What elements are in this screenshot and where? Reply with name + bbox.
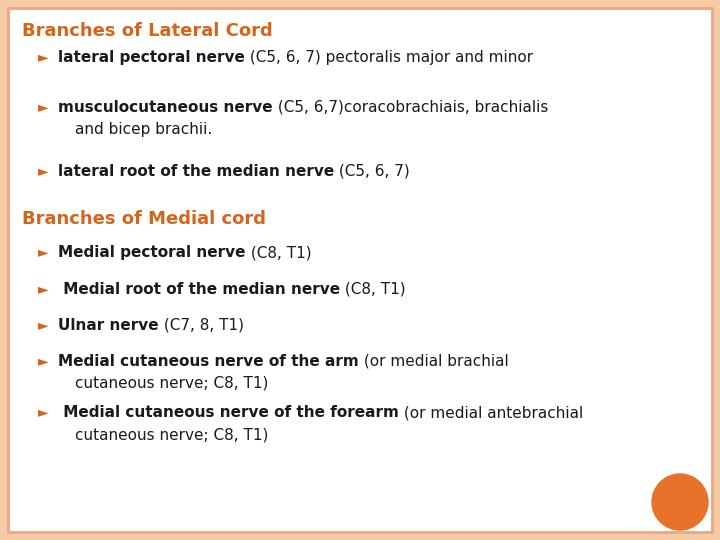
Text: and bicep brachii.: and bicep brachii.: [75, 122, 212, 137]
Text: lateral root of the median nerve: lateral root of the median nerve: [58, 164, 334, 179]
Text: ►: ►: [38, 318, 49, 332]
Text: cutaneous nerve; C8, T1): cutaneous nerve; C8, T1): [75, 427, 269, 442]
Text: (or medial brachial: (or medial brachial: [359, 354, 508, 369]
Text: Branches of Medial cord: Branches of Medial cord: [22, 210, 266, 228]
Text: Medial pectoral nerve: Medial pectoral nerve: [58, 245, 246, 260]
Text: Medial cutaneous nerve of the arm: Medial cutaneous nerve of the arm: [58, 354, 359, 369]
Text: (C7, 8, T1): (C7, 8, T1): [158, 318, 243, 333]
Text: (or medial antebrachial: (or medial antebrachial: [399, 405, 583, 420]
Text: (C8, T1): (C8, T1): [246, 245, 311, 260]
Text: ►: ►: [38, 50, 49, 64]
Text: Ulnar nerve: Ulnar nerve: [58, 318, 158, 333]
Text: (C5, 6,7)coracobrachiais, brachialis: (C5, 6,7)coracobrachiais, brachialis: [273, 100, 548, 115]
Text: Branches of Lateral Cord: Branches of Lateral Cord: [22, 22, 273, 40]
Circle shape: [652, 474, 708, 530]
Text: lateral pectoral nerve: lateral pectoral nerve: [58, 50, 245, 65]
Text: cutaneous nerve; C8, T1): cutaneous nerve; C8, T1): [75, 376, 269, 391]
Text: ►: ►: [38, 164, 49, 178]
Text: Medial root of the median nerve: Medial root of the median nerve: [58, 282, 340, 297]
Text: (C5, 6, 7) pectoralis major and minor: (C5, 6, 7) pectoralis major and minor: [245, 50, 533, 65]
Text: ►: ►: [38, 405, 49, 419]
Text: (C8, T1): (C8, T1): [340, 282, 406, 297]
Text: (C5, 6, 7): (C5, 6, 7): [334, 164, 410, 179]
Text: ►: ►: [38, 282, 49, 296]
Text: ►: ►: [38, 100, 49, 114]
Text: ►: ►: [38, 354, 49, 368]
Text: ►: ►: [38, 245, 49, 259]
Text: musculocutaneous nerve: musculocutaneous nerve: [58, 100, 273, 115]
Text: Medial cutaneous nerve of the forearm: Medial cutaneous nerve of the forearm: [58, 405, 399, 420]
FancyBboxPatch shape: [8, 8, 712, 532]
